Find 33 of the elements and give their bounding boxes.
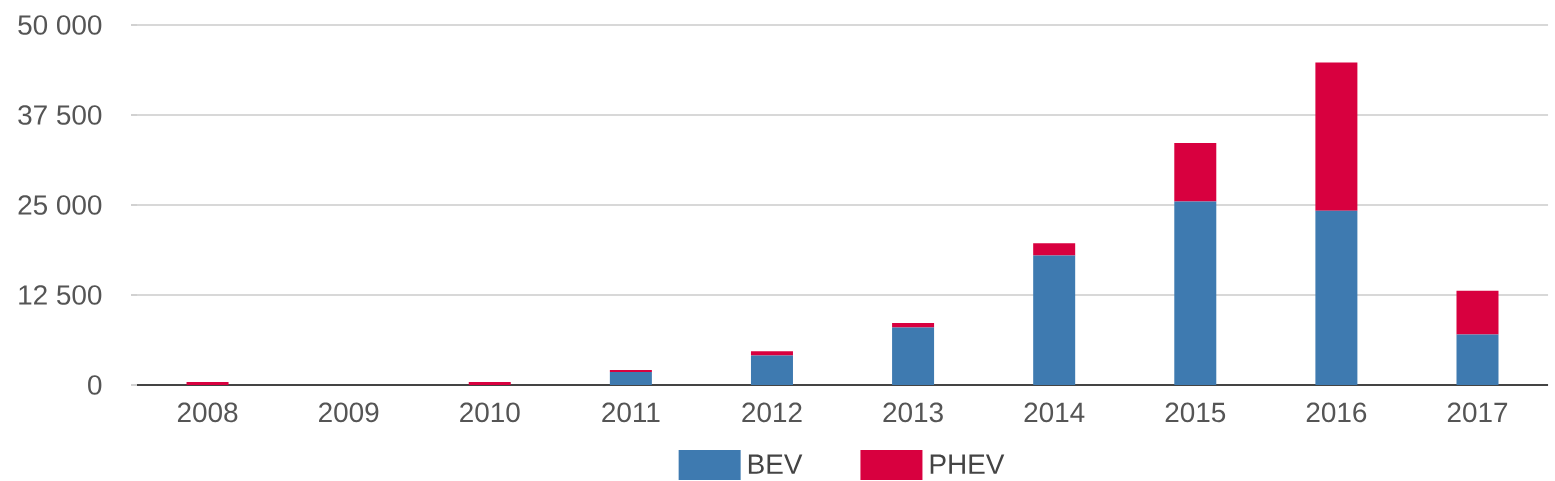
legend-label: BEV (748, 454, 803, 474)
x-tick-label: 2013 (883, 402, 943, 423)
bar (1174, 143, 1217, 202)
bar (750, 355, 793, 385)
x-tick-label: 2009 (319, 402, 379, 423)
y-tick-label: 50 000 (18, 15, 102, 35)
x-tick-label: 2008 (177, 402, 238, 423)
x-tick-label: 2016 (1306, 402, 1367, 423)
bar (892, 327, 935, 385)
bar (186, 382, 229, 385)
bar (468, 382, 511, 385)
x-tick-label: 2012 (742, 402, 802, 423)
bar (1174, 201, 1217, 385)
bar (1033, 243, 1076, 256)
bar (892, 323, 935, 328)
x-tick-label: 2014 (1024, 402, 1085, 423)
x-tick-label: 2010 (460, 402, 520, 423)
bar (1315, 62, 1358, 211)
bar (609, 372, 652, 385)
x-tick-label: 2017 (1447, 402, 1508, 423)
bar (1033, 255, 1076, 385)
bar (609, 369, 652, 373)
bar (1456, 334, 1499, 385)
legend-label: PHEV (930, 454, 1005, 474)
y-tick-label: 25 000 (18, 195, 102, 215)
bar (1315, 210, 1358, 385)
x-tick-label: 2011 (602, 402, 660, 423)
y-tick-label: 37 500 (18, 105, 102, 125)
bar (1456, 290, 1499, 335)
x-tick-label: 2015 (1165, 402, 1226, 423)
bar (750, 351, 793, 356)
y-tick-label: 12 500 (19, 285, 102, 305)
y-tick-label: 0 (88, 375, 102, 395)
